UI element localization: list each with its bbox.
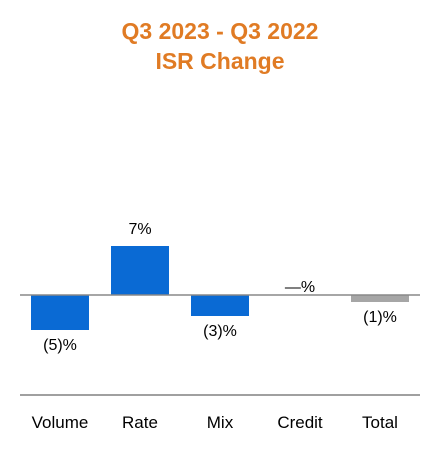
category-label-mix: Mix xyxy=(207,413,234,432)
category-label-rate: Rate xyxy=(122,413,158,432)
chart-title-line-2: ISR Change xyxy=(155,48,285,74)
bar-total xyxy=(351,295,409,302)
data-label-volume: (5)% xyxy=(43,337,77,354)
chart-title: Q3 2023 - Q3 2022 ISR Change xyxy=(0,16,440,76)
data-label-mix: (3)% xyxy=(203,323,237,340)
category-label-total: Total xyxy=(362,413,398,432)
bar-volume xyxy=(31,295,89,330)
bar-rate xyxy=(111,246,169,295)
category-label-volume: Volume xyxy=(32,413,89,432)
data-label-total: (1)% xyxy=(363,309,397,326)
data-label-credit: —% xyxy=(285,279,315,296)
data-label-rate: 7% xyxy=(128,221,151,238)
bar-mix xyxy=(191,295,249,316)
category-label-credit: Credit xyxy=(277,413,323,432)
chart-title-line-1: Q3 2023 - Q3 2022 xyxy=(121,18,319,44)
